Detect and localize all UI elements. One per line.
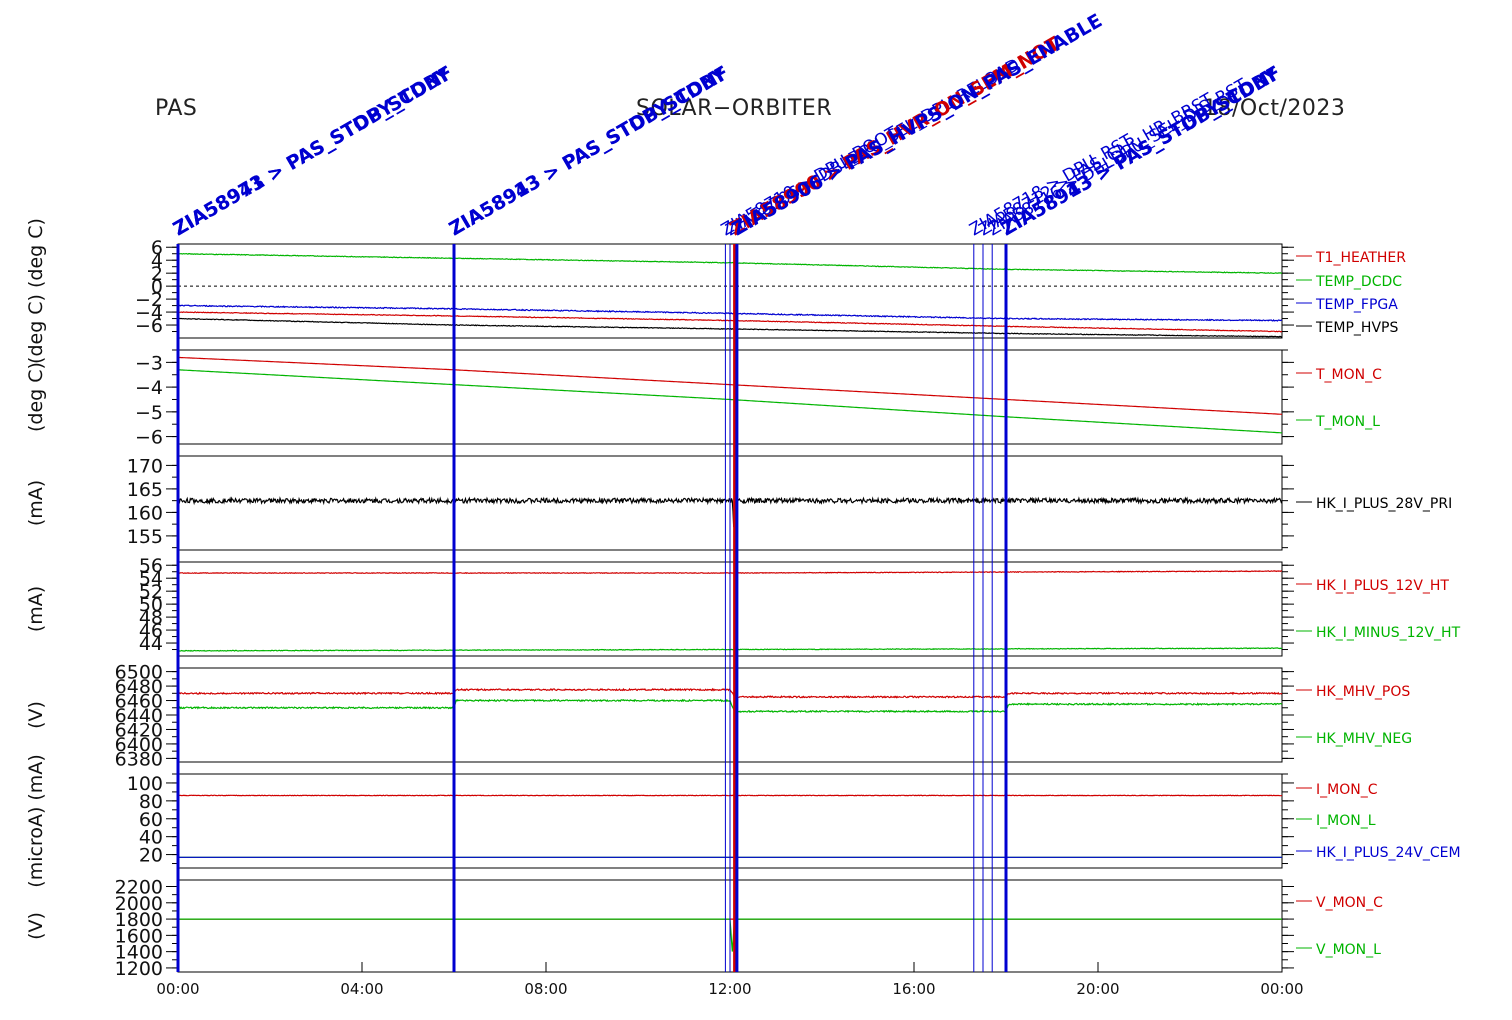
- y-tick-label: −2: [135, 289, 163, 311]
- x-tick-label: 08:00: [524, 980, 567, 998]
- legend-label: TEMP_HVPS: [1315, 320, 1398, 336]
- header-date: 18/Oct/2023: [1203, 96, 1346, 121]
- y-axis-label: (mA): [25, 480, 47, 526]
- y-tick-label: 1200: [115, 958, 163, 980]
- x-tick-label: 00:00: [1260, 980, 1303, 998]
- legend-label: HK_I_PLUS_24V_CEM: [1316, 845, 1461, 861]
- y-tick-label: 4: [151, 250, 163, 272]
- x-tick-label: 16:00: [892, 980, 935, 998]
- y-axis-label: (V): [25, 912, 47, 940]
- legend-label: TEMP_FPGA: [1315, 297, 1398, 313]
- legend-label: V_MON_L: [1316, 942, 1381, 958]
- y-tick-label: 2200: [115, 877, 163, 899]
- legend-label: TEMP_DCDC: [1315, 274, 1402, 290]
- y-tick-label: 155: [127, 526, 163, 548]
- y-tick-label: 160: [127, 502, 163, 524]
- legend-label: V_MON_C: [1316, 895, 1383, 911]
- y-tick-label: 52: [139, 581, 163, 603]
- y-tick-label: 44: [139, 633, 163, 655]
- legend-label: I_MON_C: [1316, 782, 1378, 798]
- y-tick-label: 54: [139, 568, 163, 590]
- legend-label: T1_HEATHER: [1315, 250, 1406, 266]
- y-tick-label: 60: [139, 809, 163, 831]
- y-tick-label: 2: [151, 263, 163, 285]
- y-tick-label: 6380: [115, 748, 163, 770]
- y-tick-label: 50: [139, 594, 163, 616]
- y-tick-label: −3: [135, 352, 163, 374]
- y-tick-label: 48: [139, 607, 163, 629]
- y-tick-label: 2000: [115, 893, 163, 915]
- legend-label: I_MON_L: [1316, 813, 1376, 829]
- panel-2: −6 −5 −4 −3 (deg C) T_MON_C T_MON_L: [25, 349, 1382, 449]
- y-tick-label: 6: [151, 237, 163, 259]
- x-tick-label: 00:00: [156, 980, 199, 998]
- y-tick-label: 6480: [115, 676, 163, 698]
- y-tick-label: 1800: [115, 909, 163, 931]
- y-tick-label: 6460: [115, 691, 163, 713]
- y-tick-label: 1600: [115, 925, 163, 947]
- y-tick-label: 6400: [115, 734, 163, 756]
- y-tick-label: 1400: [115, 942, 163, 964]
- legend-label: HK_I_PLUS_12V_HT: [1316, 578, 1449, 594]
- y-tick-label: 56: [139, 555, 163, 577]
- y-tick-label: 0: [151, 276, 163, 298]
- y-tick-label: 40: [139, 827, 163, 849]
- y-tick-label: 46: [139, 620, 163, 642]
- y-tick-label: −5: [135, 402, 163, 424]
- legend-label: HK_MHV_POS: [1316, 684, 1410, 700]
- y-tick-label: 6500: [115, 662, 163, 684]
- y-tick-label: −4: [135, 302, 163, 324]
- y-tick-label: −6: [135, 315, 163, 337]
- y-tick-label: 6420: [115, 719, 163, 741]
- x-tick-label: 12:00: [708, 980, 751, 998]
- y-tick-label: 20: [139, 845, 163, 867]
- y-tick-label: 6440: [115, 705, 163, 727]
- legend-label: HK_I_PLUS_28V_PRI: [1316, 496, 1452, 512]
- legend-label: HK_MHV_NEG: [1316, 731, 1412, 747]
- x-tick-label: 04:00: [340, 980, 383, 998]
- y-tick-label: −4: [135, 377, 163, 399]
- header-mission: SOLAR−ORBITER: [636, 96, 833, 121]
- y-tick-label: 100: [127, 773, 163, 795]
- header-instrument: PAS: [155, 96, 198, 121]
- x-tick-label: 20:00: [1076, 980, 1119, 998]
- event-label: ZIA58913 > PAS_STDBY_CONF: [998, 62, 1285, 241]
- y-tick-label: 170: [127, 455, 163, 477]
- y-tick-label: 80: [139, 791, 163, 813]
- event-label: ZIA58941 > PAS_STDBY_CONF: [170, 62, 457, 241]
- legend-label: HK_I_MINUS_12V_HT: [1316, 625, 1461, 641]
- y-axis-label: (microA) (mA): [25, 754, 47, 887]
- legend-label: T_MON_L: [1315, 414, 1380, 430]
- y-axis-label: (deg C): [25, 362, 47, 432]
- y-tick-label: 165: [127, 479, 163, 501]
- y-tick-label: −6: [135, 427, 163, 449]
- event-label: ZIA58913 > PAS_STDBY_CONF: [446, 62, 733, 241]
- legend-label: T_MON_C: [1315, 367, 1382, 383]
- y-axis-label: (V): [25, 701, 47, 729]
- y-axis-label: (deg C) (deg C): [25, 218, 47, 364]
- y-axis-label: (mA): [25, 586, 47, 632]
